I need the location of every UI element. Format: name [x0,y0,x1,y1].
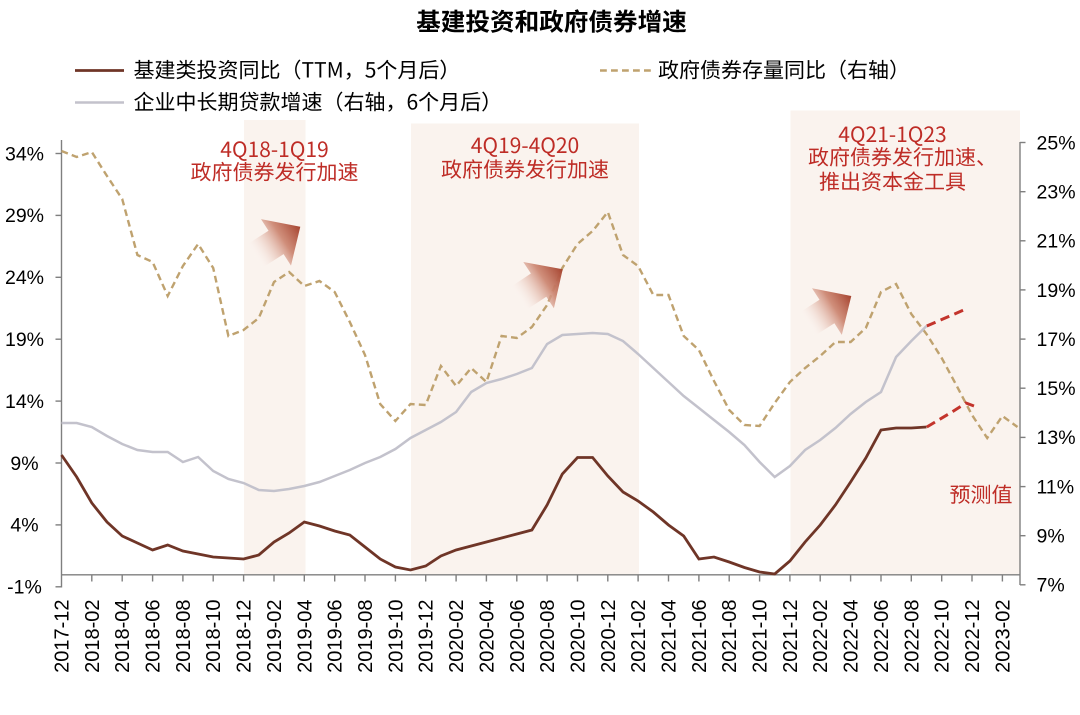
svg-text:2018-12: 2018-12 [234,600,256,673]
svg-text:25%: 25% [1037,132,1076,154]
svg-text:-1%: -1% [7,577,42,599]
svg-text:2018-02: 2018-02 [82,600,104,673]
svg-text:2020-12: 2020-12 [598,600,620,673]
svg-text:2019-04: 2019-04 [294,600,316,673]
svg-text:2020-02: 2020-02 [446,600,468,673]
svg-text:2017-12: 2017-12 [52,600,74,673]
svg-text:14%: 14% [5,391,44,413]
svg-text:2022-02: 2022-02 [810,600,832,673]
svg-text:23%: 23% [1037,182,1076,204]
svg-text:2020-08: 2020-08 [537,600,559,673]
svg-text:2022-10: 2022-10 [932,600,954,673]
svg-text:21%: 21% [1037,231,1076,253]
svg-text:24%: 24% [5,267,44,289]
svg-text:2022-06: 2022-06 [871,600,893,673]
svg-text:29%: 29% [5,205,44,227]
svg-text:4%: 4% [10,515,38,537]
svg-text:17%: 17% [1037,329,1076,351]
svg-text:2019-10: 2019-10 [385,600,407,673]
svg-text:15%: 15% [1037,378,1076,400]
svg-text:2023-02: 2023-02 [992,600,1014,673]
svg-text:9%: 9% [10,453,38,475]
svg-text:2021-04: 2021-04 [659,600,681,673]
svg-text:2018-08: 2018-08 [173,600,195,673]
svg-text:9%: 9% [1037,526,1065,548]
svg-text:2021-06: 2021-06 [689,600,711,673]
svg-text:11%: 11% [1037,476,1075,498]
svg-text:19%: 19% [5,329,44,351]
svg-text:2022-12: 2022-12 [962,600,984,673]
svg-text:13%: 13% [1037,427,1076,449]
svg-text:2019-02: 2019-02 [264,600,286,673]
svg-text:2018-06: 2018-06 [143,600,165,673]
svg-text:2021-12: 2021-12 [780,600,802,673]
svg-text:2021-10: 2021-10 [750,600,772,673]
svg-text:2019-12: 2019-12 [416,600,438,673]
svg-text:2020-10: 2020-10 [568,600,590,673]
svg-text:2021-08: 2021-08 [719,600,741,673]
svg-text:2020-04: 2020-04 [476,600,498,673]
svg-text:34%: 34% [5,143,44,165]
svg-text:2018-04: 2018-04 [112,600,134,673]
svg-text:7%: 7% [1037,575,1065,597]
svg-text:2018-10: 2018-10 [203,600,225,673]
svg-text:19%: 19% [1037,280,1076,302]
svg-text:2019-08: 2019-08 [355,600,377,673]
svg-text:2022-04: 2022-04 [841,600,863,673]
svg-text:2022-08: 2022-08 [901,600,923,673]
svg-text:2021-02: 2021-02 [628,600,650,673]
svg-text:2020-06: 2020-06 [507,600,529,673]
svg-text:2019-06: 2019-06 [325,600,347,673]
